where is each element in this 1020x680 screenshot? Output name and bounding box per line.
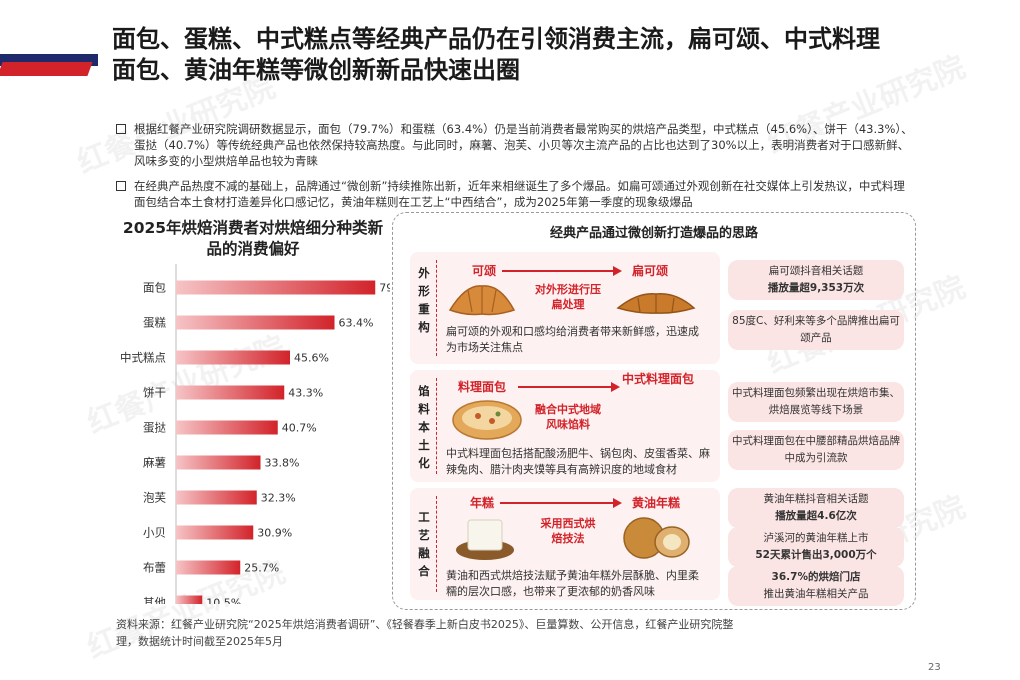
fact-text: 推出黄油年糕相关产品: [763, 588, 869, 600]
fact-pill: 扁可颂抖音相关话题 播放量超9,353万次: [728, 260, 904, 300]
fact-pill: 36.7%的烘焙门店 推出黄油年糕相关产品: [728, 566, 904, 606]
value-label: 63.4%: [339, 317, 374, 330]
row-divider: [436, 496, 437, 592]
bar-饼干: [176, 385, 285, 400]
source-note: 资料来源：红餐产业研究院“2025年烘焙消费者调研”、《轻餐春季上新白皮书202…: [116, 618, 734, 648]
arrow-icon: [502, 266, 622, 276]
row-divider: [436, 378, 437, 474]
flat-croissant-icon: [616, 293, 696, 314]
innovation-panel: [392, 212, 916, 610]
fact-pill: 黄油年糕抖音相关话题 播放量超4.6亿次: [728, 488, 904, 528]
row-description: 黄油和西式烘焙技法赋予黄油年糕外层酥脆、内里柔糯的层次口感，也带来了更浓郁的奶香…: [446, 569, 699, 598]
value-label: 10.5%: [206, 597, 241, 605]
bullet-text: 在经典产品热度不减的基础上，品牌通过“微创新”持续推陈出新，近年来相继诞生了多个…: [134, 179, 905, 209]
bar-面包: [176, 280, 376, 295]
category-label: 布蕾: [143, 561, 166, 575]
page-number: 23: [928, 662, 941, 673]
row-label: 工艺融合: [418, 510, 430, 578]
panel-title: 经典产品通过微创新打造爆品的思路: [549, 226, 758, 241]
product-to: 扁可颂: [632, 264, 669, 278]
fact-text: 黄油年糕抖音相关话题: [763, 493, 869, 505]
fact-highlight: 52天累计售出3,000万个: [755, 549, 877, 561]
method-text: 对外形进行压扁处理: [535, 283, 601, 311]
category-label: 饼干: [143, 386, 166, 400]
croissant-icon: [448, 285, 516, 316]
bar-小贝: [176, 525, 254, 540]
chart-title: 2025年烘焙消费者对烘焙细分种类新品的消费偏好: [122, 219, 384, 258]
fact-text: 扁可颂抖音相关话题: [768, 265, 864, 277]
value-label: 33.8%: [265, 457, 300, 470]
fact-pill: 中式料理面包在中腰部精品烘焙品牌中成为引流款: [728, 430, 904, 470]
product-to: 中式料理面包: [622, 372, 695, 386]
bar-布蕾: [176, 560, 241, 575]
fact-text: 中式料理面包在中腰部精品烘焙品牌中成为引流款: [732, 435, 900, 464]
butter-rice-cake-icon: [623, 517, 690, 559]
category-label: 蛋挞: [143, 421, 166, 435]
bullet-square-icon: [116, 181, 126, 191]
product-from: 年糕: [470, 496, 495, 510]
category-label: 其他: [143, 596, 166, 605]
fact-text: 85度C、好利来等多个品牌推出扁可颂产品: [732, 315, 900, 344]
value-label: 25.7%: [244, 562, 279, 575]
method-text: 融合中式地域风味馅料: [535, 403, 601, 431]
category-label: 蛋糕: [143, 316, 166, 330]
product-to: 黄油年糕: [632, 496, 681, 510]
row-label: 外形重构: [418, 266, 430, 334]
fact-pill: 泸溪河的黄油年糕上市 52天累计售出3,000万个: [728, 527, 904, 567]
category-label: 面包: [143, 281, 166, 295]
bar-蛋挞: [176, 420, 278, 435]
fact-text: 泸溪河的黄油年糕上市: [763, 532, 869, 544]
bullet-2: 在经典产品热度不减的基础上，品牌通过“微创新”持续推陈出新，近年来相继诞生了多个…: [116, 178, 916, 210]
rice-cake-icon: [456, 519, 514, 560]
bar-泡芙: [176, 490, 257, 505]
category-label: 麻薯: [143, 456, 166, 470]
arrow-icon: [518, 382, 620, 392]
page-title: 面包、蛋糕、中式糕点等经典产品仍在引领消费主流，扁可颂、中式料理面包、黄油年糕等…: [112, 25, 880, 84]
value-label: 32.3%: [261, 492, 296, 505]
product-from: 可颂: [472, 264, 497, 278]
row-divider: [436, 260, 437, 356]
bar-chart: 面包 79.7% 蛋糕 63.4% 中式糕点 45.6% 饼干 43.3% 蛋挞 40.7% 麻薯 3…: [120, 264, 390, 605]
bar-其他: [176, 595, 203, 604]
value-label: 79.7%: [379, 282, 390, 295]
bullet-square-icon: [116, 124, 126, 134]
row-label: 馅料本土化: [418, 384, 430, 470]
fact-highlight: 播放量超4.6亿次: [775, 510, 857, 522]
bullet-text: 根据红餐产业研究院调研数据显示，面包（79.7%）和蛋糕（63.4%）仍是当前消…: [134, 122, 913, 168]
bar-中式糕点: [176, 350, 290, 365]
bar-蛋糕: [176, 315, 335, 330]
bar-麻薯: [176, 455, 261, 470]
category-label: 泡芙: [143, 491, 166, 505]
header-stripe-red: [0, 62, 93, 76]
arrow-icon: [500, 498, 622, 508]
bullet-1: 根据红餐产业研究院调研数据显示，面包（79.7%）和蛋糕（63.4%）仍是当前消…: [116, 121, 916, 169]
value-label: 40.7%: [282, 422, 317, 435]
bread-icon: [452, 400, 522, 440]
fact-pill: 85度C、好利来等多个品牌推出扁可颂产品: [728, 310, 904, 350]
product-from: 料理面包: [458, 380, 507, 394]
value-label: 43.3%: [288, 387, 323, 400]
method-text: 采用西式烘焙技法: [540, 517, 596, 545]
fact-text: 中式料理面包频繁出现在烘焙市集、烘焙展览等线下场景: [732, 387, 900, 416]
category-label: 中式糕点: [120, 351, 166, 365]
fact-pill: 中式料理面包频繁出现在烘焙市集、烘焙展览等线下场景: [728, 382, 904, 422]
value-label: 45.6%: [294, 352, 329, 365]
row-description: 扁可颂的外观和口感均给消费者带来新鲜感，迅速成为市场关注焦点: [446, 325, 699, 354]
fact-highlight: 播放量超9,353万次: [767, 282, 865, 294]
value-label: 30.9%: [257, 527, 292, 540]
category-label: 小贝: [143, 526, 166, 540]
fact-highlight: 36.7%的烘焙门店: [771, 571, 861, 583]
row-description: 中式料理面包括搭配酸汤肥牛、锅包肉、皮蛋香菜、麻辣兔肉、腊汁肉夹馍等具有高辨识度…: [446, 447, 710, 476]
